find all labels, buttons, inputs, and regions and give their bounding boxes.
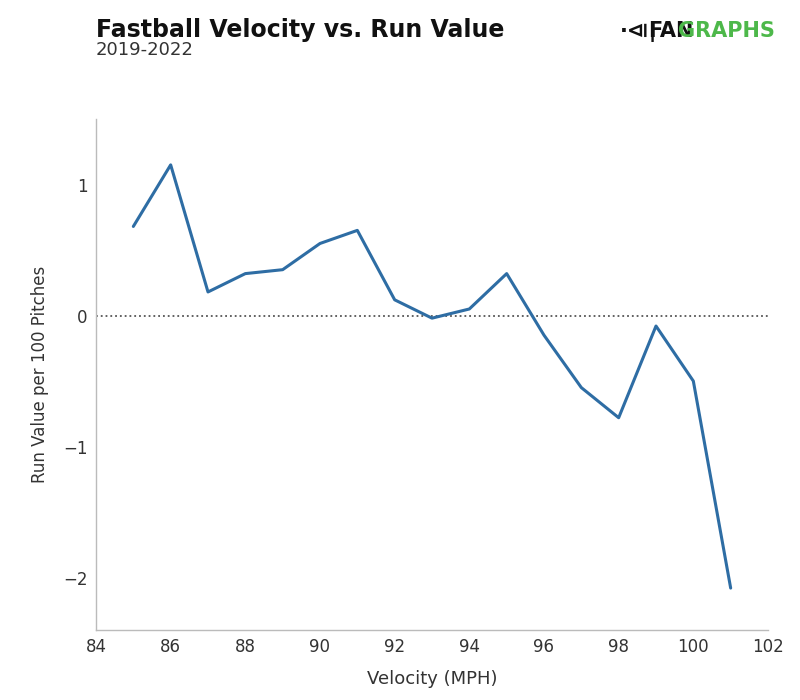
- X-axis label: Velocity (MPH): Velocity (MPH): [366, 670, 498, 688]
- Text: ·⧏|: ·⧏|: [620, 21, 658, 42]
- Text: FAN: FAN: [648, 21, 694, 41]
- Y-axis label: Run Value per 100 Pitches: Run Value per 100 Pitches: [31, 266, 50, 483]
- Text: GRAPHS: GRAPHS: [678, 21, 775, 41]
- Text: Fastball Velocity vs. Run Value: Fastball Velocity vs. Run Value: [96, 18, 504, 41]
- Text: 2019-2022: 2019-2022: [96, 41, 194, 59]
